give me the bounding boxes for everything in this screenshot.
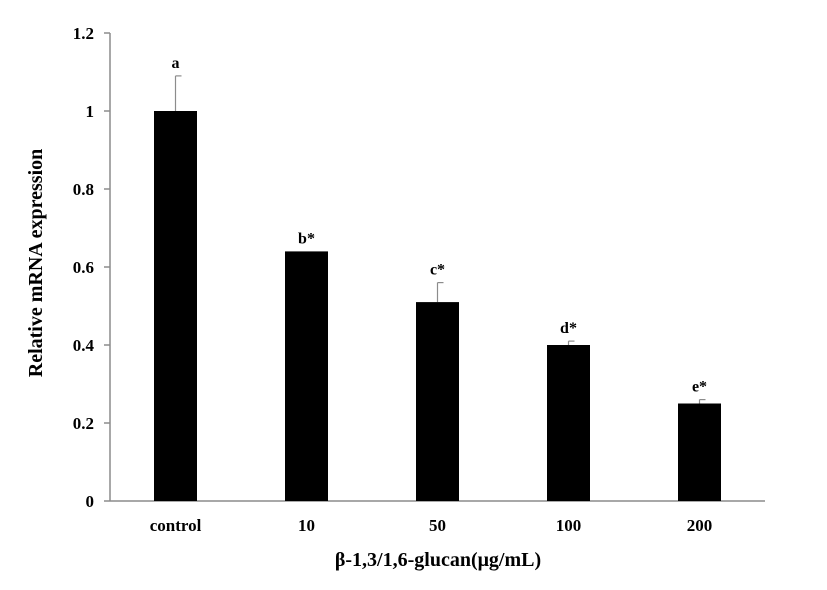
y-tick-label: 0.4 xyxy=(73,336,95,355)
bar-10 xyxy=(285,251,328,501)
y-tick-label: 0.6 xyxy=(73,258,94,277)
x-tick-label: 100 xyxy=(556,516,582,535)
x-tick-label: 200 xyxy=(687,516,713,535)
x-tick-label: 10 xyxy=(298,516,315,535)
significance-label: c* xyxy=(430,262,445,279)
y-tick-label: 1 xyxy=(86,102,95,121)
y-tick-label: 0.8 xyxy=(73,180,94,199)
bars: a b* c* d* e* xyxy=(154,55,721,501)
x-tick-label: control xyxy=(150,516,202,535)
bar-control xyxy=(154,111,197,501)
y-axis-title: Relative mRNA expression xyxy=(25,149,47,378)
y-tick-label: 1.2 xyxy=(73,24,94,43)
significance-label: d* xyxy=(560,320,577,337)
x-axis: control 10 50 100 200 xyxy=(110,500,765,535)
x-tick-label: 50 xyxy=(429,516,446,535)
y-tick-label: 0.2 xyxy=(73,414,94,433)
bar-100 xyxy=(547,345,590,501)
significance-label: e* xyxy=(692,379,707,396)
y-axis: 0 0.2 0.4 0.6 0.8 1 1.2 xyxy=(73,24,111,511)
bar-200 xyxy=(678,403,721,501)
y-tick-label: 0 xyxy=(86,492,95,511)
bar-50 xyxy=(416,302,459,501)
significance-label: b* xyxy=(298,230,315,247)
x-axis-title: β-1,3/1,6-glucan(μg/mL) xyxy=(335,549,541,571)
significance-label: a xyxy=(172,55,180,72)
